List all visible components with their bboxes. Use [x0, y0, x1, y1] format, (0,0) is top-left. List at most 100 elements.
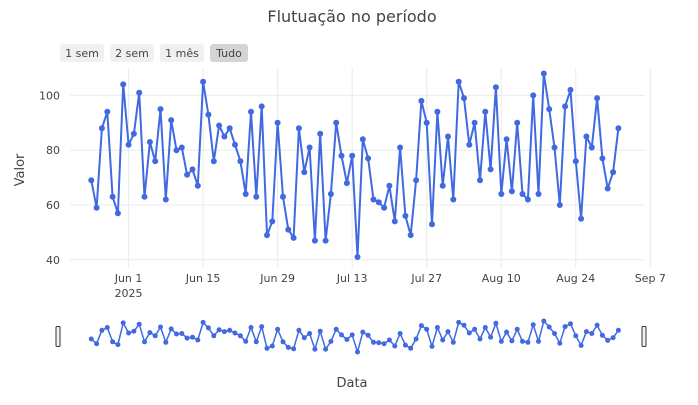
rangeslider-point [163, 339, 169, 345]
rangeslider-point [248, 325, 254, 330]
rangeslider-point [530, 322, 536, 328]
rangeslider-point [541, 318, 547, 324]
rangeslider-point [472, 326, 478, 332]
data-point [242, 191, 249, 197]
data-point [530, 92, 537, 99]
data-point [114, 210, 121, 217]
rangeslider-point [232, 330, 238, 336]
rangeslider-point [376, 340, 382, 346]
data-point [333, 119, 340, 126]
rangeslider-point [482, 325, 488, 330]
rangeslider-point [562, 324, 568, 330]
data-point [349, 152, 356, 159]
data-point [551, 144, 558, 151]
rangeslider-point [205, 325, 211, 331]
data-point [599, 155, 606, 162]
data-point [375, 199, 382, 206]
rangeslider-point [418, 323, 424, 329]
rangeslider-point [392, 343, 398, 349]
x-tick-label: Jun 15 [185, 272, 221, 285]
rangeslider-point [120, 320, 126, 326]
x-axis: Jun 1 2025 Jun 15 Jun 29 Jul 13 Jul 27 Aug 10 A… [114, 272, 666, 300]
rangeslider-point [514, 326, 520, 332]
data-point [343, 180, 350, 187]
rangeslider-point [525, 339, 531, 345]
range-slider[interactable] [55, 318, 647, 355]
rangeslider-point [456, 319, 462, 325]
data-point [439, 182, 446, 189]
data-point [232, 141, 238, 148]
data-point [365, 155, 372, 162]
data-point [492, 84, 499, 91]
data-point [189, 166, 196, 173]
rangeslider-point [578, 343, 584, 348]
data-point [109, 193, 116, 200]
data-point [248, 108, 254, 115]
rangeslider-point [147, 330, 153, 336]
x-tick-label: Jul 27 [410, 272, 442, 285]
x-tick-label: Jul 13 [336, 272, 368, 285]
y-tick-label: 40 [46, 254, 60, 267]
range-button-3[interactable]: 1 mês [160, 44, 204, 62]
data-point [327, 191, 334, 197]
rangeslider-point [312, 346, 318, 352]
rangeslider-point [221, 329, 227, 335]
range-button-2[interactable]: 2 sem [110, 44, 154, 62]
rangeslider-point [131, 328, 137, 334]
data-point [178, 144, 185, 151]
data-point [482, 108, 489, 115]
data-point [615, 125, 622, 132]
data-point [413, 177, 420, 184]
y-axis: 40 60 80 100 [39, 89, 60, 266]
rangeslider-point [184, 335, 190, 341]
data-point [253, 193, 260, 200]
rangeslider-right-handle[interactable] [641, 326, 647, 347]
x-tick-label: Sep 7 [635, 272, 666, 285]
rangeslider-point [227, 327, 233, 333]
rangeslider-point [434, 325, 440, 330]
rangeslider-point [599, 332, 605, 338]
series-path [90, 72, 620, 258]
data-point [168, 117, 175, 124]
data-point [477, 177, 483, 184]
rangeslider-point [264, 345, 270, 351]
range-button-bg [60, 44, 104, 62]
rangeslider-point [174, 331, 179, 337]
data-point [205, 111, 212, 118]
rangeslider-point [339, 332, 344, 338]
data-point [258, 103, 265, 110]
range-button-bg [210, 44, 248, 62]
data-point [269, 218, 276, 225]
range-button-label: 2 sem [115, 47, 149, 60]
rangeslider-point [323, 346, 329, 352]
rangeslider-point [110, 339, 116, 345]
data-point [173, 147, 180, 154]
rangeslider-point [557, 340, 563, 346]
data-point [434, 108, 441, 115]
rangeslider-left-handle[interactable] [55, 326, 61, 347]
data-point [157, 106, 164, 113]
data-point [237, 158, 244, 165]
rangeslider-point [88, 336, 94, 342]
rangeslider-point [381, 341, 387, 347]
data-point [588, 144, 595, 151]
rangeslider-point [328, 338, 334, 344]
rangeslider-point [190, 334, 195, 340]
data-point [540, 70, 547, 77]
data-point [130, 130, 137, 137]
data-point [498, 191, 505, 197]
data-point [370, 196, 377, 203]
data-point [604, 185, 611, 192]
data-point [285, 226, 292, 233]
data-point [466, 141, 473, 148]
rangeslider-point [615, 327, 621, 333]
data-point [322, 237, 329, 244]
data-point [226, 125, 233, 132]
data-point [429, 221, 435, 228]
rangeslider-point [333, 326, 339, 332]
range-button-1[interactable]: 1 sem [60, 44, 104, 62]
rangeslider-point [610, 335, 616, 341]
series-line [88, 70, 622, 260]
rangeslider-point [445, 329, 451, 335]
range-button-4[interactable]: Tudo [210, 44, 248, 62]
